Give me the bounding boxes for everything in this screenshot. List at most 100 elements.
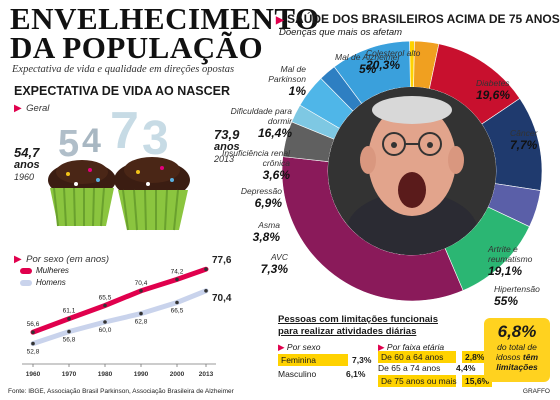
by-age-header: ▶ Por faixa etária (378, 342, 445, 352)
row-value: 7,3% (352, 355, 372, 365)
year-2013: 2013 (214, 154, 235, 164)
unit-1960: anos (14, 159, 40, 171)
data-label: 56,6 (27, 321, 40, 328)
data-point (103, 320, 107, 324)
row-label: De 60 a 64 anos (378, 351, 456, 363)
data-label: 61,1 (63, 308, 76, 315)
data-point (31, 341, 35, 346)
sex-row: Feminina 7,3% (278, 354, 371, 366)
label-alzheimer: Mal de Alzheimer 5% (335, 52, 401, 76)
cupcake-2013-label: 73,9 anos 2013 (214, 128, 240, 164)
data-point (31, 330, 35, 335)
x-tick-label: 1980 (98, 371, 113, 378)
elderly-man-photo (328, 87, 496, 255)
data-label: 70,4 (135, 280, 148, 287)
label-avc: AVC 7,3% (260, 252, 288, 276)
value-1960: 54,7 (14, 145, 40, 160)
svg-text:3: 3 (142, 112, 169, 165)
label-cancer: Câncer 7,7% (510, 128, 538, 152)
general-label-row: ▶ Geral (14, 98, 49, 116)
x-tick-label: 1970 (62, 371, 77, 378)
age-row: De 65 a 74 anos 4,4% (378, 363, 475, 373)
series-line (30, 288, 209, 347)
legend-women-label: Mulheres (36, 266, 69, 275)
by-sex-label-row: ▶ Por sexo (em anos) (14, 249, 109, 267)
stat-value: 6,8% (497, 322, 537, 341)
data-point (67, 329, 71, 334)
year-1960: 1960 (14, 172, 35, 182)
unit-2013: anos (214, 141, 240, 153)
label-colesterol: Colesterol alto 20,3% (366, 48, 421, 72)
data-point (67, 316, 71, 321)
data-label: 65,5 (99, 295, 112, 302)
data-label: 70,4 (212, 293, 232, 304)
row-label: Feminina (278, 354, 348, 366)
data-point (175, 277, 179, 282)
cupcake-1960-label: 54,7 anos 1960 (14, 146, 40, 182)
age-row: De 75 anos ou mais 15,6% (378, 375, 493, 387)
data-point (204, 267, 208, 272)
life-expectancy-title: EXPECTATIVA DE VIDA AO NASCER (14, 84, 230, 98)
arrow-icon: ▶ (14, 103, 22, 114)
footer-credit: GRAFFO (522, 388, 550, 395)
data-label: 66,5 (171, 308, 184, 315)
data-label: 60,0 (99, 327, 112, 334)
row-label: De 75 anos ou mais (378, 375, 457, 387)
footer-source: Fonte: IBGE, Associação Brasil Parkinson… (8, 388, 234, 395)
age-row: De 60 a 64 anos 2,8% (378, 351, 488, 363)
row-value: 6,1% (346, 369, 366, 379)
svg-text:4: 4 (82, 122, 101, 160)
functional-title: Pessoas com limitações funcionais para r… (278, 314, 438, 337)
page-subtitle: Expectativa de vida e qualidade em direç… (12, 64, 235, 75)
arrow-icon: ▶ (378, 342, 385, 352)
data-label: 62,8 (135, 319, 148, 326)
general-label: Geral (26, 103, 50, 114)
x-tick-label: 2000 (170, 371, 185, 378)
label-dormir: Dificuldade para dormir 16,4% (230, 106, 292, 140)
title-line-1: ENVELHECIMENTO (10, 1, 320, 36)
title-line-2: DA POPULAÇÃO (10, 30, 264, 65)
label-depressao: Depressão 6,9% (240, 186, 282, 210)
stat-text-2-row: idosos têm (495, 352, 539, 362)
x-tick-label: 1990 (134, 371, 149, 378)
x-tick-label: 1960 (26, 371, 41, 378)
data-point (204, 289, 208, 293)
sex-row: Masculino 6,1% (278, 369, 365, 379)
series-1: 52,8 56,8 60,0 62,8 66,5 70,4 (27, 288, 232, 356)
label-hipertensao: Hipertensão 55% (494, 284, 540, 308)
legend-men-label: Homens (36, 278, 66, 287)
stat-text-4: limitações (496, 362, 538, 372)
stat-text-1: do total de (497, 342, 537, 352)
data-label: 52,8 (27, 349, 40, 356)
legend-swatch-women (20, 267, 32, 274)
label-asma: Asma 3,8% (252, 220, 280, 244)
pie-subtitle: Doenças que mais os afetam (279, 27, 403, 38)
series-0: 56,6 61,1 65,5 70,4 74,2 77,6 (27, 255, 232, 335)
label-diabetes: Diabetes 19,6% (476, 78, 511, 102)
row-value: 2,8% (462, 351, 488, 363)
data-label: 74,2 (171, 268, 184, 275)
cupcakes-illustration: 5 4 7 3 (48, 102, 190, 231)
legend-men: Homens (20, 278, 66, 287)
arrow-icon: ▶ (278, 342, 285, 352)
x-tick-label: 2013 (199, 371, 214, 378)
pie-title-text: SAÚDE DOS BRASILEIROS ACIMA DE 75 ANOS (287, 12, 560, 26)
svg-text:5: 5 (58, 123, 79, 165)
row-label: Masculino (278, 369, 317, 379)
by-sex-label: Por sexo (em anos) (26, 254, 110, 265)
legend-swatch-men (20, 279, 32, 286)
label-artrite: Artrite e reumatismo 19,1% (488, 244, 533, 278)
value-2013: 73,9 (214, 127, 240, 142)
data-point (103, 303, 107, 308)
arrow-icon: ▶ (14, 254, 22, 265)
data-label: 77,6 (212, 255, 232, 266)
data-point (175, 300, 179, 305)
by-sex-header: ▶ Por sexo (278, 342, 321, 352)
svg-text:7: 7 (110, 102, 139, 160)
page-title: ENVELHECIMENTO DA POPULAÇÃO (10, 1, 320, 65)
series-line (30, 266, 209, 335)
data-point (139, 311, 143, 316)
legend-women: Mulheres (20, 266, 69, 275)
